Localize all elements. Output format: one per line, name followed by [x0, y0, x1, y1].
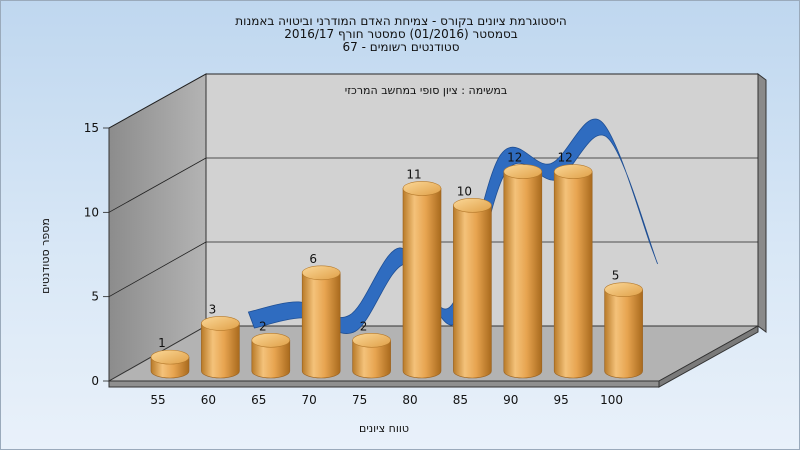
chart-subtitle: במשימה : ציון סופי במחשב המרכזי	[345, 84, 508, 97]
y-tick-label: 15	[84, 121, 99, 135]
bar	[402, 181, 442, 379]
floor-edge	[108, 380, 660, 388]
x-tick-label: 75	[352, 393, 367, 407]
bar-value-label: 2	[360, 319, 368, 333]
x-axis-label: טווח ציונים	[359, 422, 409, 435]
bar-top	[150, 349, 190, 365]
x-tick-label: 55	[150, 393, 165, 407]
bar	[553, 164, 593, 379]
bar	[251, 332, 291, 379]
bar-body	[453, 205, 492, 379]
bar-body	[553, 171, 593, 379]
bar-body	[251, 339, 291, 379]
bar	[150, 349, 190, 379]
bar-body	[503, 171, 543, 379]
bar-value-label: 5	[612, 269, 620, 283]
bar	[604, 282, 643, 379]
bar-value-label: 11	[406, 167, 421, 181]
x-tick-label: 85	[453, 393, 468, 407]
bar	[453, 198, 492, 379]
x-tick-label: 60	[201, 393, 216, 407]
chart-title-line-3: סטודנטים רשומים - 67	[342, 40, 460, 54]
bar-top	[201, 316, 240, 331]
bar-value-label: 12	[507, 151, 522, 165]
bar	[201, 316, 240, 379]
bar-top	[604, 282, 643, 297]
bar-body	[301, 272, 341, 379]
chart-title-line-2: בסמסטר (01/2016) סמסטר חורף 2016/17	[284, 27, 518, 41]
bar-value-label: 12	[558, 151, 573, 165]
bar-top	[352, 332, 391, 348]
floor-side-edge	[658, 325, 759, 388]
bar-top	[301, 265, 341, 281]
x-tick-label: 80	[402, 393, 417, 407]
bar-body	[604, 289, 643, 379]
bar-value-label: 1	[158, 336, 166, 350]
gridline-side	[108, 73, 207, 129]
y-tick-label: 10	[84, 205, 99, 219]
bar-top	[402, 181, 442, 196]
y-tick-label: 5	[91, 290, 99, 304]
bar-value-label: 2	[259, 319, 267, 333]
y-axis-label: מספר סטודנטים	[39, 218, 52, 294]
bar-top	[553, 164, 593, 179]
back-wall-edge	[757, 73, 767, 333]
bar-value-label: 10	[457, 184, 472, 198]
gridline-side	[108, 241, 207, 298]
x-tick-label: 90	[503, 393, 518, 407]
bar	[503, 164, 543, 379]
bar-value-label: 6	[309, 252, 317, 266]
bar	[352, 332, 391, 379]
x-tick-label: 70	[302, 393, 317, 407]
gridline-side	[108, 157, 207, 213]
bar-body	[352, 339, 391, 379]
chart-title-line-1: היסטוגרמת ציונים בקורס - צמיחת האדם המוד…	[235, 14, 567, 28]
bar-value-label: 3	[209, 302, 217, 316]
x-tick-label: 100	[600, 393, 623, 407]
bar	[301, 265, 341, 379]
x-tick-label: 65	[251, 393, 266, 407]
bar-top	[251, 332, 291, 348]
y-tick-label: 0	[91, 374, 99, 388]
x-tick-label: 95	[554, 393, 569, 407]
bar-top	[503, 164, 543, 179]
bar-body	[402, 188, 442, 379]
bar-top	[453, 198, 492, 213]
bar-body	[201, 323, 240, 379]
